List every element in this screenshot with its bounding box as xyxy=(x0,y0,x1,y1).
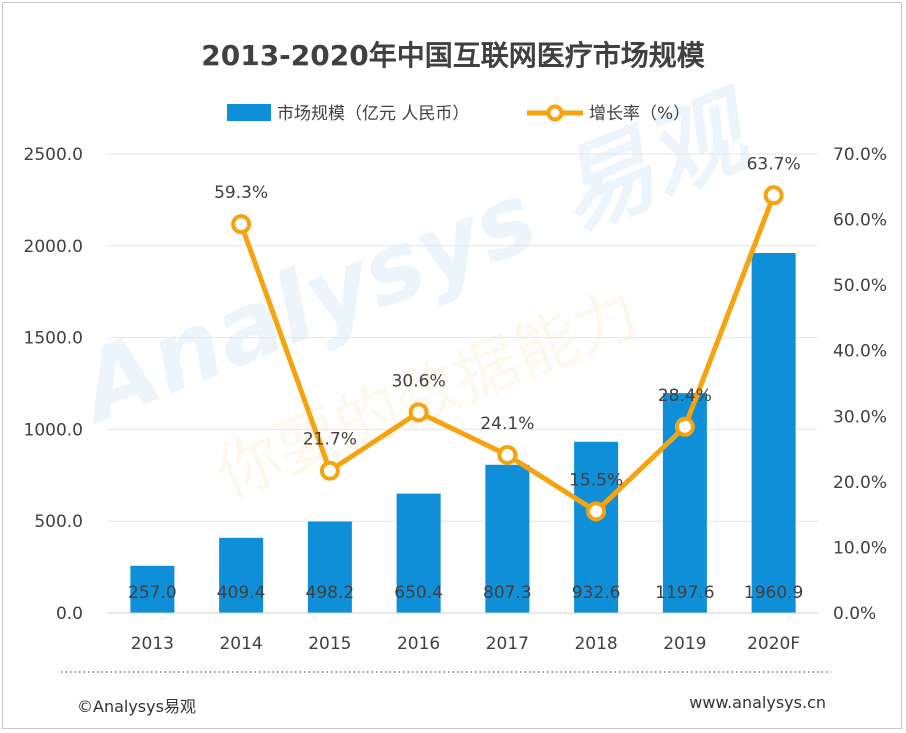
y-right-tick-label: 20.0% xyxy=(833,473,887,493)
bar-value-label: 1960.9 xyxy=(744,583,803,603)
x-tick-label: 2020F xyxy=(747,634,800,654)
bar xyxy=(751,252,796,613)
growth-value-label: 59.3% xyxy=(214,183,268,203)
y-right-tick-label: 40.0% xyxy=(833,342,887,362)
growth-point xyxy=(586,501,607,522)
chart-title: 2013-2020年中国互联网医疗市场规模 xyxy=(201,39,705,72)
y-right-tick-label: 10.0% xyxy=(833,538,887,558)
y-left-tick-label: 500.0 xyxy=(34,512,83,532)
bar xyxy=(574,441,619,613)
bar-value-label: 257.0 xyxy=(128,583,177,603)
chart-canvas: Analysys 易观你要的数据能力2013-2020年中国互联网医疗市场规模市… xyxy=(24,39,887,673)
website-url: www.analysys.cn xyxy=(689,693,826,712)
y-left-tick-label: 1500.0 xyxy=(24,329,83,349)
copyright-text: ©Analysys易观 xyxy=(77,697,196,716)
growth-point xyxy=(231,214,252,235)
growth-value-label: 15.5% xyxy=(569,470,623,490)
x-tick-label: 2017 xyxy=(486,634,529,654)
legend-line-marker xyxy=(546,104,564,122)
y-right-tick-label: 30.0% xyxy=(833,407,887,427)
growth-point xyxy=(408,402,429,423)
growth-value-label: 30.6% xyxy=(392,371,446,391)
y-right-tick-label: 50.0% xyxy=(833,276,887,296)
growth-value-label: 21.7% xyxy=(303,430,357,450)
y-right-tick-label: 60.0% xyxy=(833,211,887,231)
growth-point xyxy=(763,185,784,206)
bar xyxy=(396,493,441,613)
y-left-tick-label: 0.0 xyxy=(56,604,83,624)
bar xyxy=(219,537,264,613)
x-tick-label: 2016 xyxy=(397,634,440,654)
growth-point xyxy=(674,416,695,437)
growth-value-label: 24.1% xyxy=(480,414,534,434)
bar xyxy=(485,464,530,613)
bar-value-label: 807.3 xyxy=(483,583,532,603)
bar-value-label: 409.4 xyxy=(217,583,266,603)
x-tick-label: 2014 xyxy=(219,634,262,654)
legend-bar-label: 市场规模（亿元 人民币） xyxy=(277,104,469,124)
bar-value-label: 650.4 xyxy=(394,583,443,603)
x-tick-label: 2018 xyxy=(574,634,617,654)
y-right-tick-label: 70.0% xyxy=(833,145,887,165)
x-tick-label: 2015 xyxy=(308,634,351,654)
y-right-tick-label: 0.0% xyxy=(833,604,876,624)
bar-value-label: 1197.6 xyxy=(655,583,714,603)
y-left-tick-label: 2000.0 xyxy=(24,237,83,257)
y-left-tick-label: 2500.0 xyxy=(24,145,83,165)
bar xyxy=(307,521,352,613)
legend-line-label: 增长率（%） xyxy=(589,104,690,124)
y-left-tick-label: 1000.0 xyxy=(24,420,83,440)
growth-point xyxy=(497,444,518,465)
bar-value-label: 932.6 xyxy=(572,583,621,603)
x-tick-label: 2019 xyxy=(663,634,706,654)
bar xyxy=(130,565,175,613)
bar-value-label: 498.2 xyxy=(306,583,355,603)
growth-value-label: 28.4% xyxy=(658,386,712,406)
x-tick-label: 2013 xyxy=(131,634,174,654)
growth-point xyxy=(319,460,340,481)
legend-bar-swatch xyxy=(227,104,271,121)
growth-value-label: 63.7% xyxy=(747,154,801,174)
